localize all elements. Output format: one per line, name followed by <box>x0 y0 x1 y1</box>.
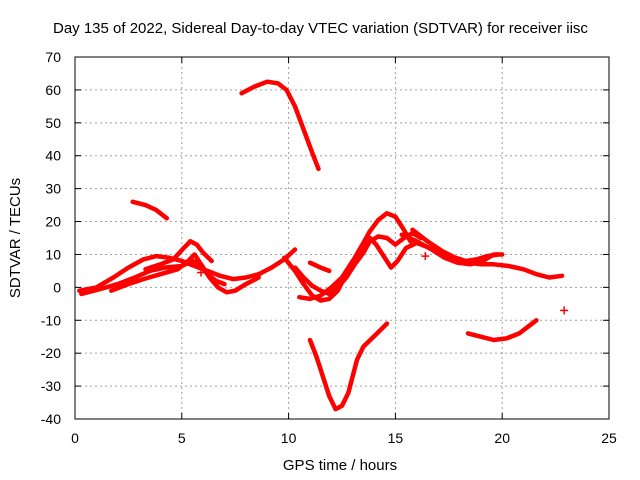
series-arc-2 <box>79 258 261 297</box>
y-tick-label: -40 <box>41 411 61 427</box>
y-tick-label: -20 <box>41 345 61 361</box>
series-arc-9 <box>297 235 565 302</box>
data-point-plus <box>197 268 206 277</box>
series-arc-13 <box>307 321 390 412</box>
y-tick-label: -30 <box>41 378 61 394</box>
y-tick-label: -10 <box>41 312 61 328</box>
series-arc-3 <box>109 252 227 293</box>
series-arc-1 <box>77 247 298 293</box>
series-arc-14 <box>465 318 539 343</box>
series-arc-8 <box>292 230 424 297</box>
axis-ticks <box>74 56 610 420</box>
x-axis-label: GPS time / hours <box>283 457 397 474</box>
y-tick-label: 60 <box>45 82 61 98</box>
series-arc-5 <box>130 199 170 221</box>
data-point-plus <box>421 252 430 261</box>
plot-frame <box>74 56 610 420</box>
y-axis-label: SDTVAR / TECUs <box>7 178 24 298</box>
series-arc-4 <box>143 239 214 272</box>
y-tick-labels: -40 -30 -20 -10 0 10 20 30 40 50 60 70 <box>41 49 61 427</box>
series-arc-12 <box>307 260 332 274</box>
x-tick-label: 0 <box>71 430 79 446</box>
y-tick-label: 30 <box>45 181 61 197</box>
y-tick-label: 70 <box>45 49 61 65</box>
data-point-plus <box>560 306 569 315</box>
series-arc-11 <box>410 227 501 264</box>
series-arc-10 <box>399 232 505 267</box>
x-tick-label: 5 <box>178 430 186 446</box>
x-tick-label: 15 <box>388 430 404 446</box>
y-tick-label: 50 <box>45 115 61 131</box>
y-tick-label: 10 <box>45 246 61 262</box>
y-tick-label: 20 <box>45 214 61 230</box>
y-tick-label: 0 <box>53 279 61 295</box>
x-tick-label: 10 <box>281 430 297 446</box>
grid-lines <box>75 57 609 419</box>
chart-title: Day 135 of 2022, Sidereal Day-to-day VTE… <box>53 20 588 37</box>
x-tick-label: 20 <box>494 430 510 446</box>
x-tick-label: 25 <box>601 430 617 446</box>
series-arc-6 <box>239 79 321 172</box>
x-tick-labels: 0 5 10 15 20 25 <box>71 430 617 446</box>
y-tick-label: 40 <box>45 148 61 164</box>
data-series <box>77 79 569 412</box>
